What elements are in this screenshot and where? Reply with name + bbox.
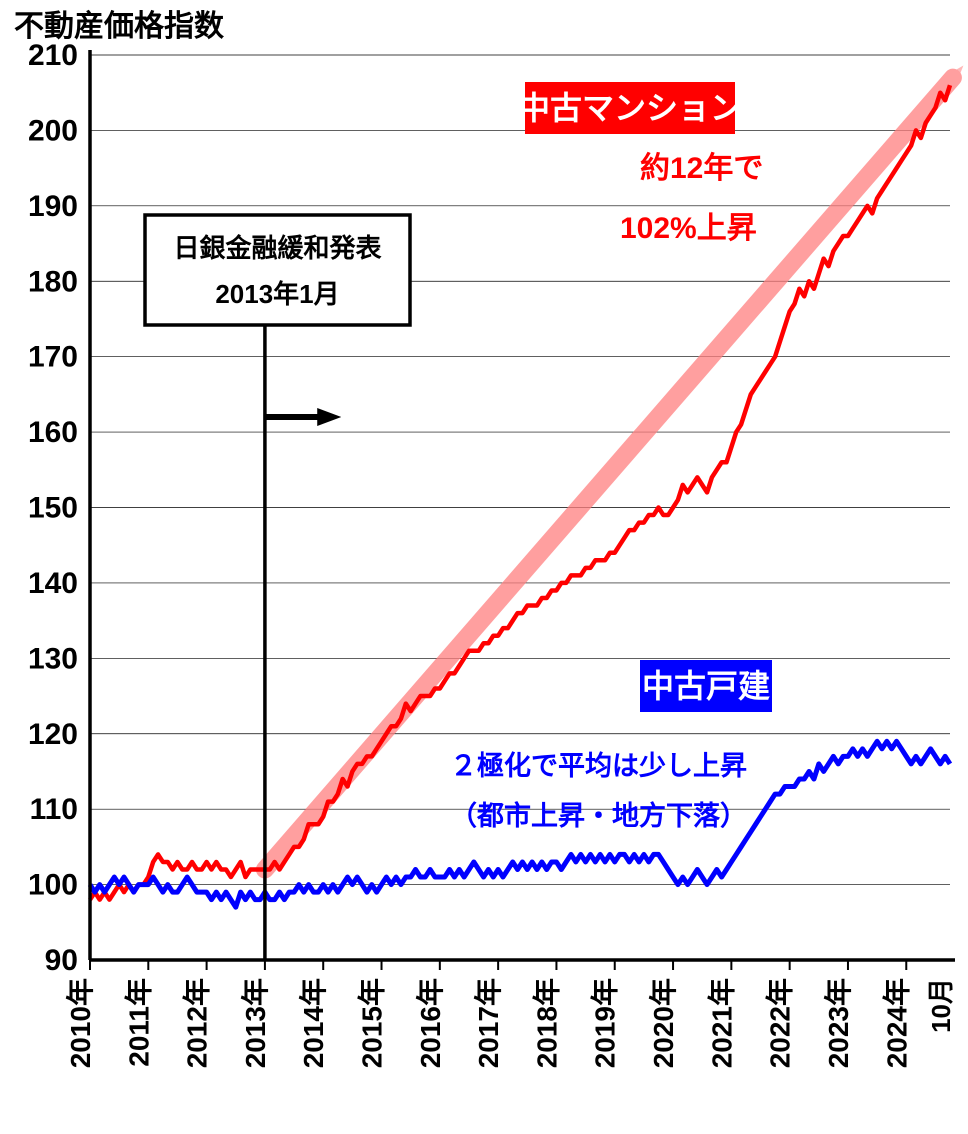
y-tick-label: 110 xyxy=(30,793,78,826)
series-label-text: 中古戸建 xyxy=(642,668,770,704)
x-tick-label: 2022年 xyxy=(764,978,796,1068)
x-tick-label: 2023年 xyxy=(822,978,854,1068)
series-sublabel: ２極化で平均は少し上昇 xyxy=(450,751,747,781)
series-sublabel: 102%上昇 xyxy=(620,212,757,245)
real-estate-index-chart: 90 100 110 120 130 140 150 160 170 180 190 200 210 20… xyxy=(0,0,968,1134)
y-tick-label: 140 xyxy=(28,567,78,600)
y-tick-label: 90 xyxy=(45,944,78,977)
x-tick-label: 2024年 xyxy=(880,978,912,1068)
x-tick-label: 2017年 xyxy=(472,978,504,1068)
x-tick-label: 2011年 xyxy=(122,978,154,1067)
chart-title: 不動産価格指数 xyxy=(14,10,225,43)
series-label-text: 中古マンション xyxy=(518,90,742,126)
x-tick-label: 2015年 xyxy=(356,978,388,1068)
y-tick-label: 170 xyxy=(28,341,78,374)
y-tick-label: 120 xyxy=(28,718,78,751)
y-tick-label: 150 xyxy=(28,492,78,525)
x-tick-label: 2013年 xyxy=(239,978,271,1068)
series-sublabel: （都市上昇・地方下落） xyxy=(450,800,747,831)
event-text-1: 日銀金融緩和発表 xyxy=(173,233,382,263)
series-sublabel: 約12年で xyxy=(640,152,763,185)
x-tick-label: 2021年 xyxy=(705,978,737,1068)
x-tick-label: 2014年 xyxy=(297,978,329,1068)
x-tick-label: 2019年 xyxy=(589,978,621,1068)
y-tick-label: 100 xyxy=(28,869,78,902)
y-tick-label: 130 xyxy=(28,642,78,675)
x-tick-label: 2016年 xyxy=(414,978,446,1068)
x-tick-label: 2010年 xyxy=(64,978,96,1068)
x-tick-label: 2018年 xyxy=(530,978,562,1068)
y-tick-label: 210 xyxy=(28,39,78,72)
x-tick-label: 2012年 xyxy=(181,978,213,1068)
y-tick-label: 200 xyxy=(28,114,78,147)
y-tick-label: 180 xyxy=(28,265,78,298)
x-extra-label: 10月 xyxy=(926,978,956,1033)
event-text-2: 2013年1月 xyxy=(215,279,339,309)
x-tick-label: 2020年 xyxy=(647,978,679,1068)
y-tick-label: 190 xyxy=(28,190,78,223)
y-tick-label: 160 xyxy=(28,416,78,449)
